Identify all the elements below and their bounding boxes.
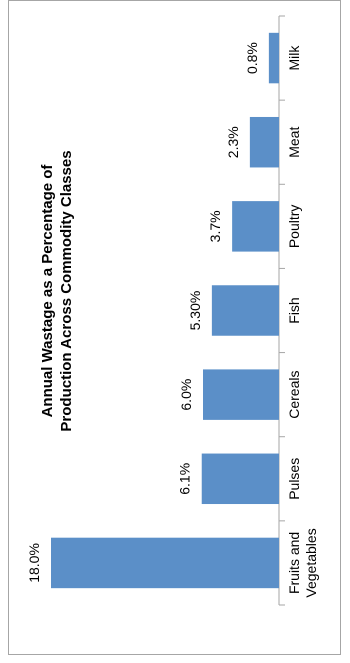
category-label: Fruits and (286, 532, 302, 594)
chart-title: Annual Wastage as a Percentage of Product… (39, 150, 75, 431)
data-label: 0.8% (244, 42, 260, 74)
bar (268, 32, 279, 84)
data-label: 18.0% (26, 543, 42, 583)
category-label: Milk (286, 45, 302, 71)
category-axis (278, 15, 285, 606)
chart-title-line: Production Across Commodity Classes (58, 150, 75, 431)
bar (51, 537, 279, 589)
bar (249, 116, 279, 168)
bars (51, 32, 279, 589)
data-label: 3.7% (207, 210, 223, 242)
category-label: Meat (286, 127, 302, 158)
category-label: Fish (286, 297, 302, 323)
category-labels: Fruits and Vegetables Pulses Cereals Fish Pou… (286, 45, 319, 598)
data-label: 6.1% (177, 463, 193, 495)
bar (232, 201, 279, 252)
category-label: Vegetables (303, 528, 319, 597)
bar (203, 369, 279, 420)
data-label: 5.30% (187, 291, 203, 331)
data-label: 2.3% (225, 126, 241, 158)
bar (201, 453, 279, 505)
data-labels: 18.0% 6.1% 6.0% 5.30% 3.7% 2.3% 0.8% (26, 42, 260, 583)
category-label: Pulses (286, 458, 302, 500)
chart-title-line: Annual Wastage as a Percentage of (39, 164, 56, 418)
category-label: Poultry (286, 205, 302, 249)
bar (211, 285, 279, 336)
category-label: Cereals (286, 371, 302, 419)
data-label: 6.0% (178, 379, 194, 411)
